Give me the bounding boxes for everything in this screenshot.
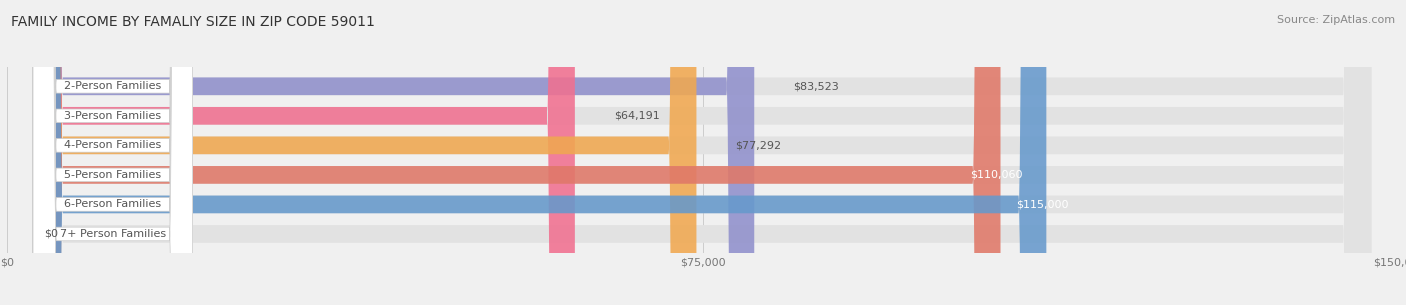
- Text: 5-Person Families: 5-Person Families: [65, 170, 162, 180]
- FancyBboxPatch shape: [32, 0, 193, 305]
- FancyBboxPatch shape: [35, 0, 1371, 305]
- Text: $83,523: $83,523: [793, 81, 839, 91]
- FancyBboxPatch shape: [32, 0, 193, 305]
- FancyBboxPatch shape: [35, 0, 575, 305]
- Text: 3-Person Families: 3-Person Families: [65, 111, 162, 121]
- FancyBboxPatch shape: [35, 0, 1046, 305]
- Text: Source: ZipAtlas.com: Source: ZipAtlas.com: [1277, 15, 1395, 25]
- Text: $110,060: $110,060: [970, 170, 1022, 180]
- FancyBboxPatch shape: [35, 0, 1371, 305]
- Text: $115,000: $115,000: [1017, 199, 1069, 210]
- FancyBboxPatch shape: [35, 0, 1371, 305]
- FancyBboxPatch shape: [35, 0, 1371, 305]
- FancyBboxPatch shape: [32, 0, 193, 305]
- FancyBboxPatch shape: [35, 0, 1001, 305]
- Text: 2-Person Families: 2-Person Families: [65, 81, 162, 91]
- Text: 4-Person Families: 4-Person Families: [65, 140, 162, 150]
- Text: 7+ Person Families: 7+ Person Families: [59, 229, 166, 239]
- FancyBboxPatch shape: [32, 0, 193, 305]
- FancyBboxPatch shape: [35, 0, 1371, 305]
- Text: 6-Person Families: 6-Person Families: [65, 199, 162, 210]
- Text: $64,191: $64,191: [614, 111, 659, 121]
- Text: FAMILY INCOME BY FAMALIY SIZE IN ZIP CODE 59011: FAMILY INCOME BY FAMALIY SIZE IN ZIP COD…: [11, 15, 375, 29]
- Text: $77,292: $77,292: [735, 140, 782, 150]
- Text: $0: $0: [45, 229, 59, 239]
- FancyBboxPatch shape: [35, 0, 1371, 305]
- FancyBboxPatch shape: [35, 0, 754, 305]
- FancyBboxPatch shape: [35, 0, 696, 305]
- FancyBboxPatch shape: [32, 0, 193, 305]
- FancyBboxPatch shape: [32, 0, 193, 305]
